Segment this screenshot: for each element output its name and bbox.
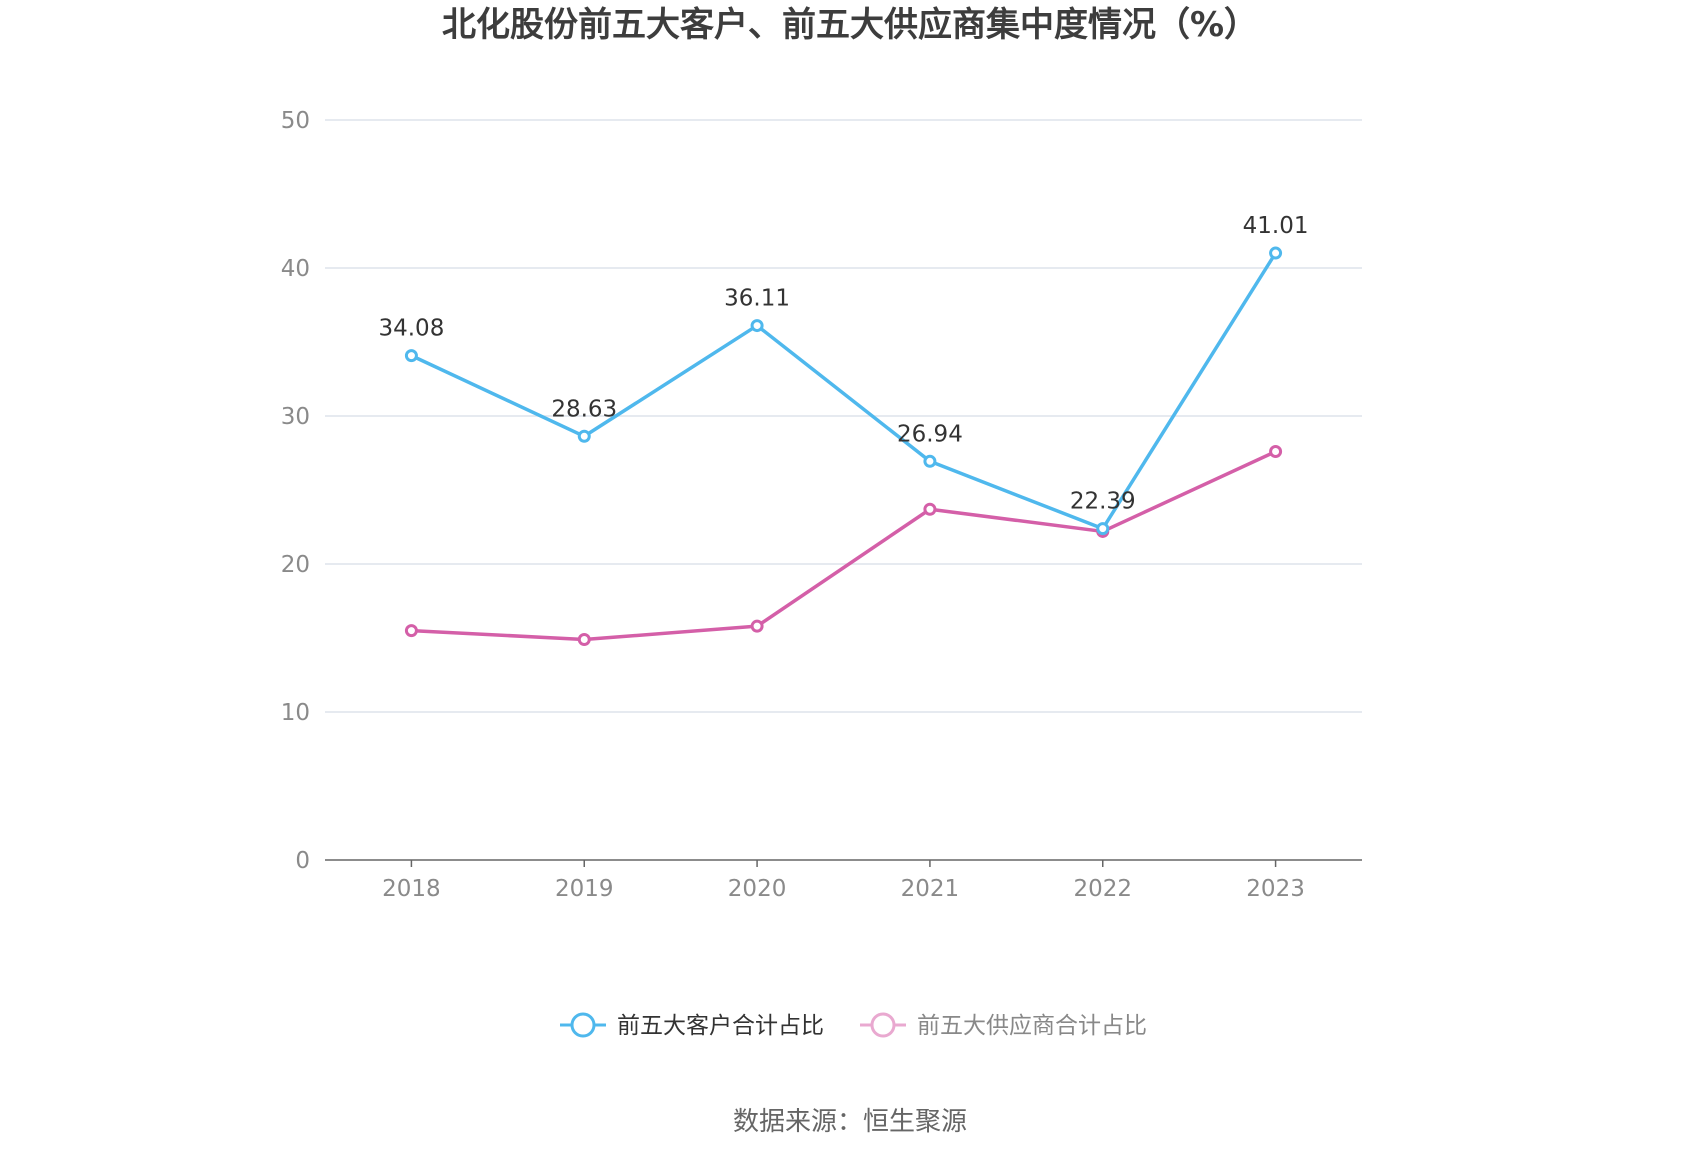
data-point-customers[interactable]: [404, 349, 418, 363]
legend-suppliers-label: 前五大供应商合计占比: [917, 1013, 1147, 1039]
x-tick-label: 2022: [1073, 876, 1132, 902]
data-label-customers: 34.08: [378, 316, 444, 342]
x-tick-label: 2023: [1246, 876, 1305, 902]
data-label-customers: 26.94: [897, 421, 963, 447]
data-point-suppliers[interactable]: [923, 502, 937, 516]
x-tick-label: 2018: [382, 876, 441, 902]
data-label-customers: 22.39: [1070, 489, 1136, 515]
data-point-suppliers[interactable]: [577, 632, 591, 646]
series-line-customers: [410, 252, 1278, 531]
data-point-customers[interactable]: [1096, 522, 1110, 536]
legend-item-customers[interactable]: 前五大客户合计占比: [560, 1012, 824, 1039]
data-point-suppliers[interactable]: [750, 619, 764, 633]
data-point-customers[interactable]: [750, 319, 764, 333]
data-label-customers: 36.11: [724, 286, 790, 312]
series-line-suppliers: [411, 449, 1277, 642]
y-tick-label: 30: [281, 404, 310, 430]
data-point-customers[interactable]: [1269, 246, 1283, 260]
data-point-customers[interactable]: [923, 454, 937, 468]
y-tick-label: 0: [295, 848, 310, 874]
data-label-customers: 28.63: [551, 396, 617, 422]
x-axis-ticks: 2018 2019 2020 2021 2022 2023: [382, 860, 1305, 902]
legend-customers-label: 前五大客户合计占比: [617, 1013, 824, 1039]
series-lines: [404, 246, 1283, 646]
legend-item-suppliers[interactable]: 前五大供应商合计占比: [860, 1012, 1147, 1039]
y-tick-label: 40: [281, 256, 310, 282]
y-tick-label: 50: [281, 108, 310, 134]
legend: 前五大客户合计占比 前五大供应商合计占比: [560, 1012, 1147, 1039]
x-tick-label: 2021: [901, 876, 960, 902]
x-tick-label: 2020: [728, 876, 787, 902]
data-point-customers[interactable]: [577, 429, 591, 443]
y-tick-label: 10: [281, 700, 310, 726]
y-tick-label: 20: [281, 552, 310, 578]
chart-title: 北化股份前五大客户、前五大供应商集中度情况（%）: [442, 5, 1258, 45]
legend-suppliers-circle-icon: [870, 1012, 896, 1038]
grid-lines: [325, 119, 1362, 713]
data-source: 数据来源：恒生聚源: [733, 1107, 967, 1137]
data-point-suppliers[interactable]: [404, 624, 418, 638]
data-labels: 34.08 28.63 36.11 26.94 22.39 41.01: [378, 213, 1308, 515]
legend-customers-circle-icon: [570, 1012, 596, 1038]
y-axis-ticks: 0 10 20 30 40 50: [281, 108, 310, 874]
x-tick-label: 2019: [555, 876, 614, 902]
data-point-suppliers[interactable]: [1269, 445, 1283, 459]
data-label-customers: 41.01: [1243, 213, 1309, 239]
